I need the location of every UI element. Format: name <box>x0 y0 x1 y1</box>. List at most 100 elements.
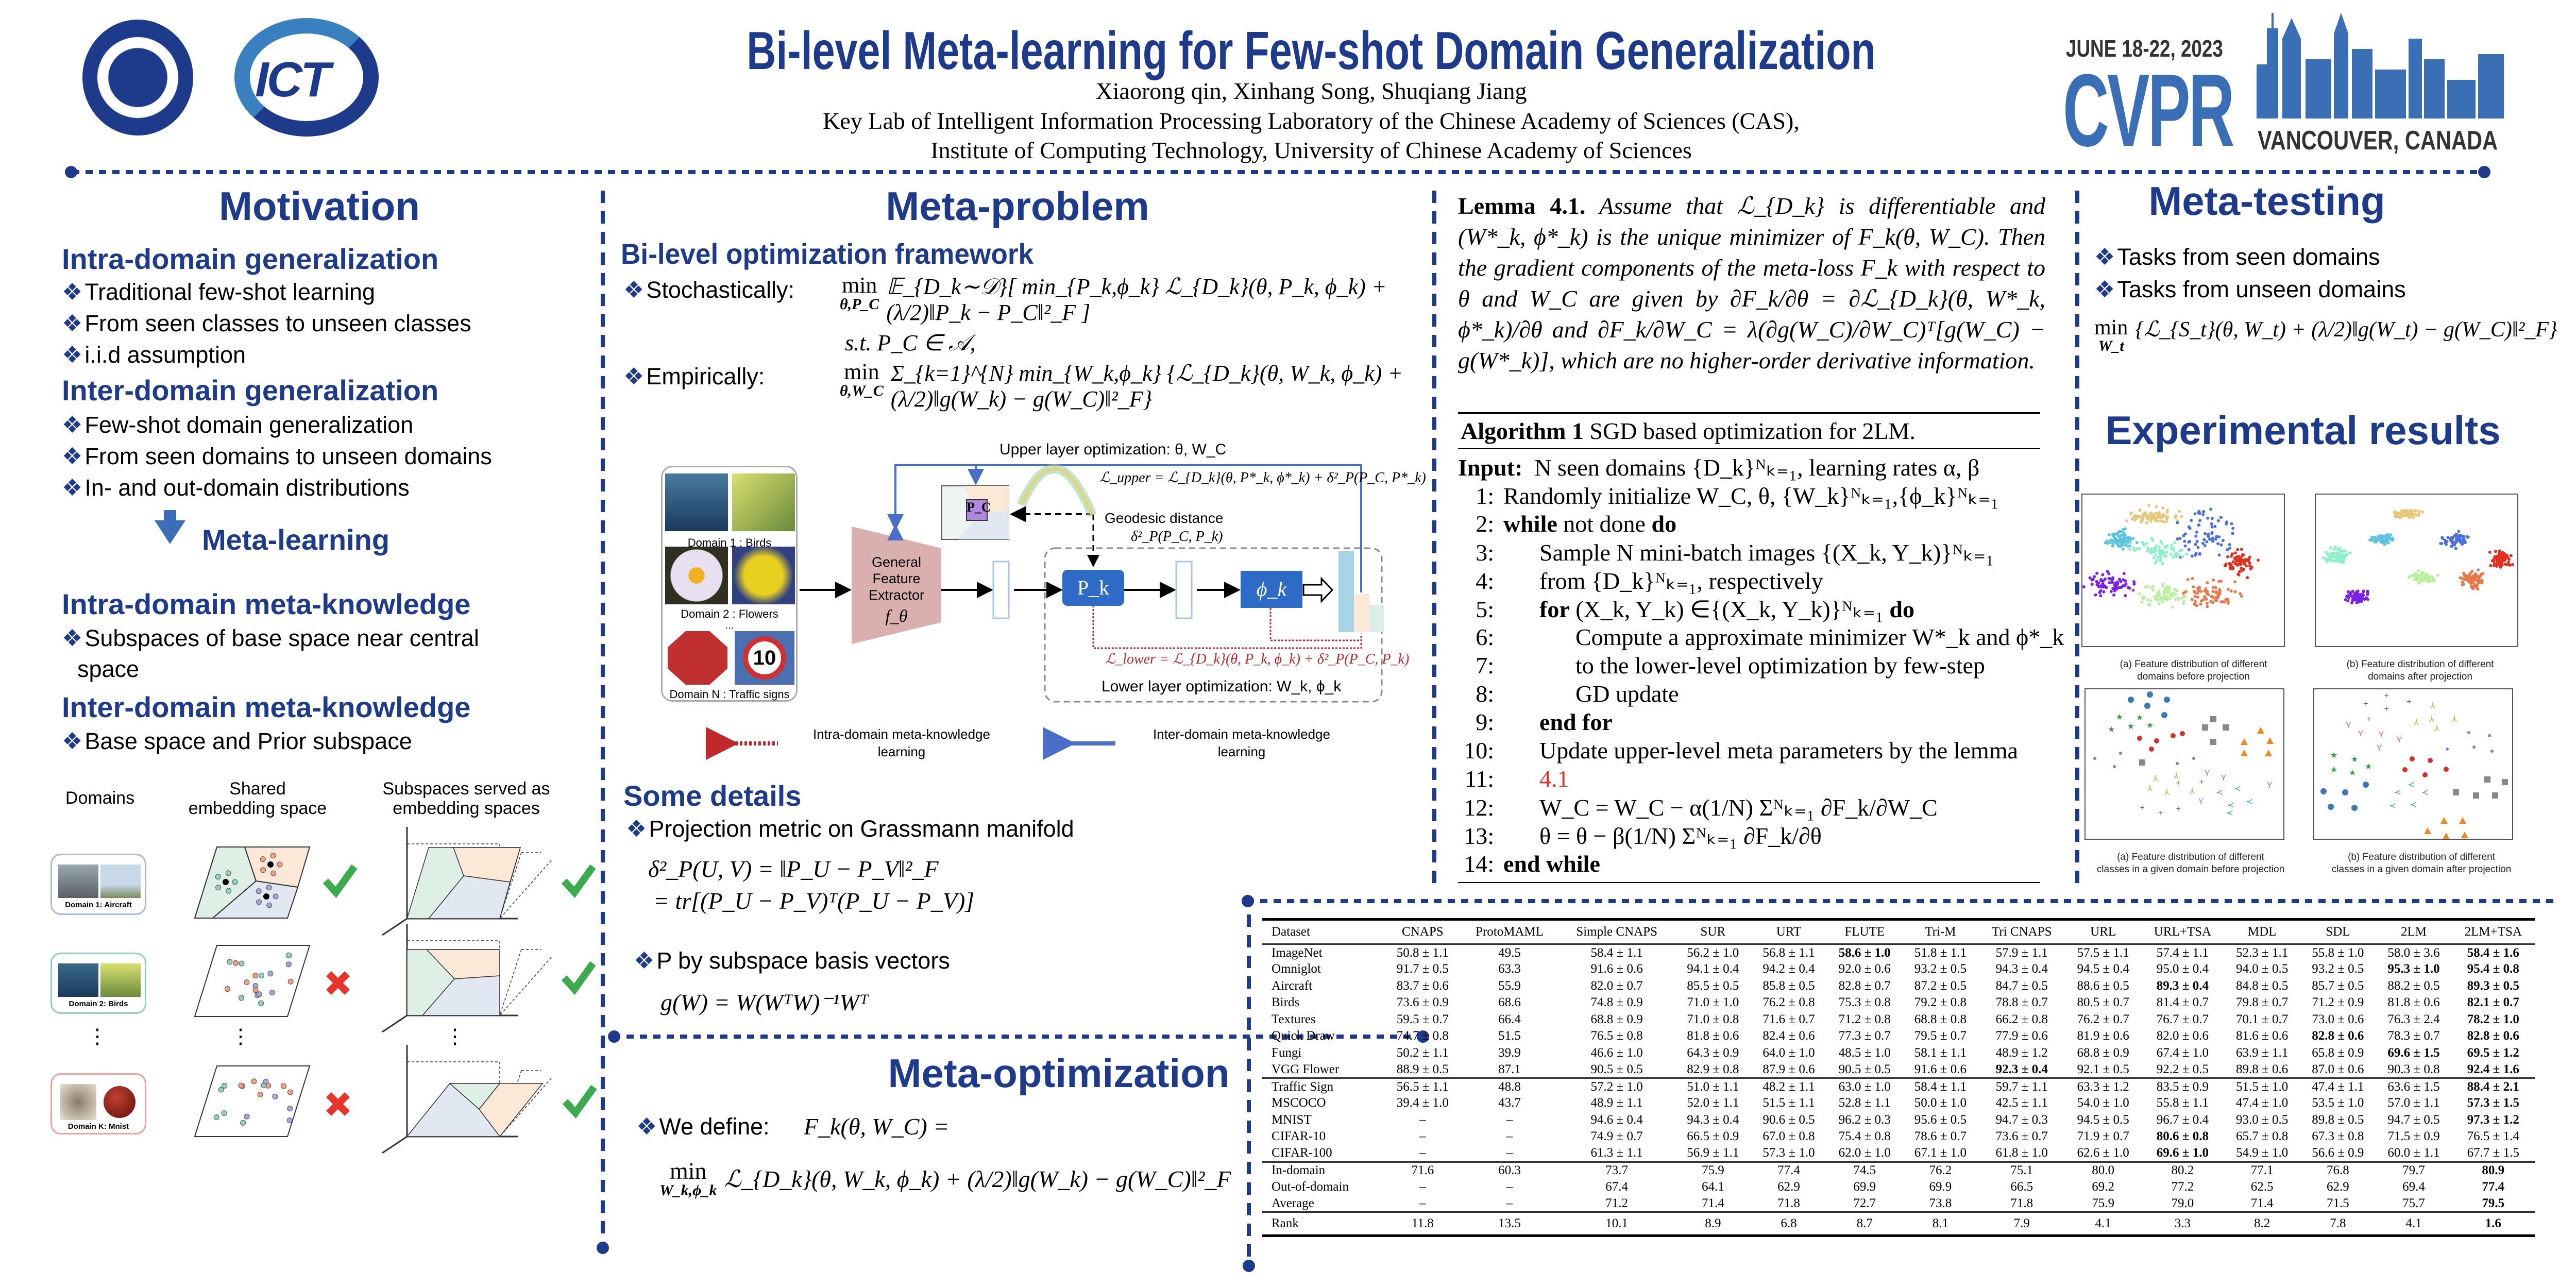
scatter-point <box>2167 586 2171 589</box>
table-cell: 96.7 ± 0.4 <box>2156 1112 2209 1127</box>
bird-photo <box>732 473 795 531</box>
table-cell: 95.3 ± 1.0 <box>2387 962 2440 976</box>
table-cell: 93.2 ± 0.5 <box>1914 962 1967 976</box>
scatter-point <box>2462 583 2465 586</box>
divider-end <box>1243 1260 1255 1272</box>
scatter-point <box>2154 561 2157 565</box>
scatter-point <box>2475 574 2479 578</box>
line-number: 5: <box>1476 596 1494 622</box>
table-cell: 77.4 <box>2482 1179 2505 1194</box>
table-header: Dataset CNAPS ProtoMAML Simple CNAPS SUR URT F… <box>1262 918 2535 944</box>
scatter-point: ⅄ <box>2413 718 2419 727</box>
scatter-point <box>2116 544 2120 547</box>
scatter-point <box>2140 520 2143 523</box>
axis-line <box>382 1136 408 1154</box>
table-cell: 94.3 ± 0.4 <box>1687 1112 1739 1127</box>
scatter-point <box>2205 601 2209 605</box>
embedding-point <box>232 879 238 885</box>
scatter-point <box>2165 515 2169 518</box>
scatter-point <box>2146 585 2150 588</box>
table-cell: 71.5 ± 0.9 <box>2387 1129 2440 1144</box>
scatter-point <box>2500 560 2504 563</box>
table-cell: – <box>1419 1146 1426 1160</box>
scatter-point <box>2170 544 2173 547</box>
embedding-point <box>258 1000 264 1006</box>
table-cell: 46.6 ± 1.0 <box>1590 1045 1643 1060</box>
scatter-point <box>2422 772 2428 777</box>
figure-caption: (b) Feature distribution of different cla… <box>2331 852 2512 875</box>
scatter-point <box>2187 540 2191 544</box>
embedding-point <box>277 861 283 868</box>
scatter-point <box>2110 577 2113 581</box>
scatter-point <box>2206 590 2209 594</box>
scatter-point <box>2159 598 2163 601</box>
algorithm-caption: Algorithm 1 SGD based optimization for 2… <box>1461 418 1916 444</box>
class-center <box>223 879 229 885</box>
scatter-point <box>2459 576 2462 580</box>
scatter-point <box>2241 750 2248 756</box>
scatter-point <box>2214 537 2217 541</box>
table-cell: 71.2 ± 0.9 <box>2312 995 2364 1010</box>
embedding-point <box>263 1078 269 1084</box>
table-cell: 8.2 <box>2224 1211 2300 1237</box>
scatter-point <box>2192 757 2195 760</box>
scatter-point <box>2190 554 2194 558</box>
scatter-point <box>2246 576 2249 580</box>
bullet-icon: ❖ <box>62 342 83 368</box>
algorithm-text: θ = θ − β(1/N) Σᴺₖ₌₁ ∂F_k/∂θ <box>1539 823 1822 849</box>
table-row: Aircraft 83.7 ± 0.6 55.9 82.0 ± 0.7 85.5 ± 0… <box>1262 978 2535 995</box>
meta-optimization-title: Meta-optimization <box>888 1050 1230 1096</box>
scatter-point <box>2397 515 2401 518</box>
table-cell: 85.8 ± 0.5 <box>1762 978 1815 993</box>
stochastic-label: ❖Stochastically: <box>623 277 794 303</box>
scatter-point: ≺ <box>2246 798 2252 806</box>
table-cell: 51.5 ± 1.1 <box>1762 1096 1815 1110</box>
scatter-point <box>2378 534 2382 538</box>
scatter-point <box>2157 555 2160 559</box>
divider-end <box>65 166 77 178</box>
scatter-point <box>2147 603 2150 606</box>
conference-location: VANCOUVER, CANADA <box>2258 126 2498 156</box>
scatter-point <box>2216 542 2220 546</box>
scatter-point <box>2266 737 2274 744</box>
table-cell: 95.0 ± 0.4 <box>2156 962 2209 976</box>
scatter-point <box>2393 510 2397 514</box>
line-number: 9: <box>1476 709 1494 735</box>
table-cell: 52.8 ± 1.1 <box>1838 1096 1891 1110</box>
table-row: Out-of-domain – – 67.4 64.1 62.9 69.9 69.9 66.5 6… <box>1262 1179 2535 1196</box>
scatter-point <box>2388 533 2392 537</box>
scatter-point <box>2199 602 2202 606</box>
table-cell: 73.6 ± 0.9 <box>1396 995 1449 1010</box>
table-cell: 55.8 ± 1.0 <box>2300 943 2376 961</box>
scatter-point <box>2225 522 2228 526</box>
table-cell: 57.3 ± 1.5 <box>2467 1096 2519 1110</box>
scatter-point <box>2363 782 2369 788</box>
scatter-point <box>2461 538 2465 542</box>
table-cell: 77.1 <box>2224 1161 2300 1179</box>
scatter-point <box>2107 533 2111 537</box>
scatter-point <box>2365 596 2368 600</box>
scatter-point <box>2247 558 2250 562</box>
scatter-point <box>2459 540 2462 544</box>
embedding-point <box>270 870 277 876</box>
scatter-point <box>2133 518 2137 522</box>
scatter-point <box>2128 538 2131 542</box>
axis-line <box>382 918 408 936</box>
scatter-point: Y <box>2358 730 2364 738</box>
scatter-point <box>2165 591 2169 595</box>
scatter-point <box>2160 549 2164 552</box>
scatter-point <box>2231 567 2234 571</box>
scatter-point <box>2194 543 2197 546</box>
table-cell: 71.4 <box>2250 1196 2274 1210</box>
axis-line <box>499 852 522 919</box>
scatter-point <box>2090 578 2094 582</box>
domain-label: Domain 2: Birds <box>69 999 128 1008</box>
scatter-point <box>2492 559 2496 563</box>
keyword: do <box>1889 596 1914 622</box>
scatter-point <box>2107 577 2111 580</box>
embedding-point <box>256 991 262 997</box>
scatter-point <box>2472 577 2476 581</box>
table-cell: 80.6 ± 0.8 <box>2156 1129 2209 1144</box>
ellipsis: ⋮ <box>445 1025 465 1048</box>
